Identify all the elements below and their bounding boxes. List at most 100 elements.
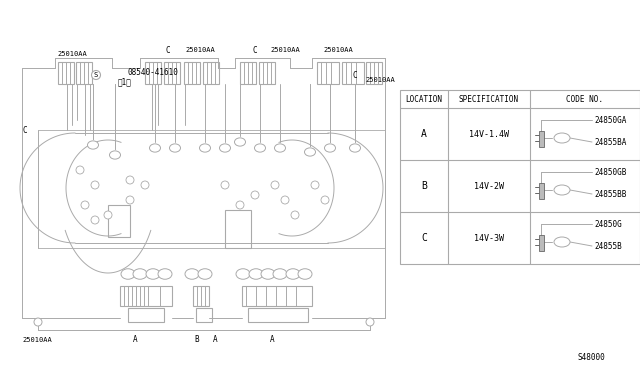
Text: 24855B: 24855B [594,241,621,250]
Text: 14V-1.4W: 14V-1.4W [469,129,509,138]
Bar [193,286,209,306]
Ellipse shape [104,211,112,219]
Ellipse shape [146,269,160,279]
Text: 24850G: 24850G [594,219,621,228]
Bar [145,62,161,84]
Ellipse shape [554,133,570,143]
Ellipse shape [200,144,211,152]
Text: SPECIFICATION: SPECIFICATION [459,94,519,103]
Ellipse shape [349,144,360,152]
Ellipse shape [291,211,299,219]
Text: A: A [212,336,218,344]
Ellipse shape [126,176,134,184]
Ellipse shape [255,144,266,152]
Bar [225,210,251,248]
Ellipse shape [554,237,570,247]
Text: 14V-3W: 14V-3W [474,234,504,243]
Ellipse shape [34,318,42,326]
Ellipse shape [281,196,289,204]
Ellipse shape [249,269,263,279]
Ellipse shape [121,269,135,279]
Text: C: C [353,71,357,80]
Bar [366,62,382,84]
Ellipse shape [554,185,570,195]
Ellipse shape [311,181,319,189]
Bar [539,183,544,199]
Ellipse shape [198,269,212,279]
Text: A: A [269,336,275,344]
Text: B: B [195,336,199,344]
Ellipse shape [366,318,374,326]
Bar [58,62,74,84]
Bar [203,62,219,84]
Text: 24855BB: 24855BB [594,189,627,199]
Ellipse shape [92,71,100,80]
Ellipse shape [141,181,149,189]
Bar [108,205,130,237]
Ellipse shape [150,144,161,152]
Text: S: S [94,72,98,78]
Bar [400,90,640,264]
Ellipse shape [170,144,180,152]
Text: 08540-41610: 08540-41610 [128,67,179,77]
Text: 25010AA: 25010AA [365,77,395,83]
Text: 24855BA: 24855BA [594,138,627,147]
Bar [184,62,200,84]
Ellipse shape [220,144,230,152]
Text: S48000: S48000 [577,353,605,362]
Ellipse shape [91,216,99,224]
Text: 25010AA: 25010AA [270,47,300,53]
Text: LOCATION: LOCATION [406,94,442,103]
Text: A: A [421,129,427,139]
Bar [196,308,212,322]
Bar [128,308,164,322]
Ellipse shape [236,269,250,279]
Text: C: C [253,45,257,55]
Bar [164,62,180,84]
Text: 24850GB: 24850GB [594,167,627,176]
Bar [242,286,312,306]
Bar [240,62,256,84]
Text: 25010AA: 25010AA [323,47,353,53]
Ellipse shape [133,269,147,279]
Ellipse shape [109,151,120,159]
Text: 25010AA: 25010AA [57,51,87,57]
Bar [539,235,544,251]
Text: 25010AA: 25010AA [22,337,52,343]
Ellipse shape [321,196,329,204]
Text: （1）: （1） [118,77,132,87]
Text: C: C [166,45,170,55]
Ellipse shape [298,269,312,279]
Ellipse shape [305,148,316,156]
Ellipse shape [273,269,287,279]
Ellipse shape [286,269,300,279]
Ellipse shape [251,191,259,199]
Bar [342,62,364,84]
Ellipse shape [261,269,275,279]
Bar [259,62,275,84]
Ellipse shape [76,166,84,174]
Text: 24850GA: 24850GA [594,115,627,125]
Ellipse shape [234,138,246,146]
Bar [539,131,544,147]
Text: 14V-2W: 14V-2W [474,182,504,190]
Bar [317,62,339,84]
Ellipse shape [185,269,199,279]
Text: 25010AA: 25010AA [185,47,215,53]
Bar [248,308,308,322]
Text: C: C [421,233,427,243]
Text: C: C [22,125,28,135]
Text: B: B [421,181,427,191]
Ellipse shape [88,141,99,149]
Ellipse shape [126,196,134,204]
Ellipse shape [324,144,335,152]
Ellipse shape [158,269,172,279]
Ellipse shape [236,201,244,209]
Text: A: A [132,336,138,344]
Bar [120,286,172,306]
Ellipse shape [91,181,99,189]
Ellipse shape [271,181,279,189]
Text: CODE NO.: CODE NO. [566,94,604,103]
Bar [76,62,92,84]
Ellipse shape [81,201,89,209]
